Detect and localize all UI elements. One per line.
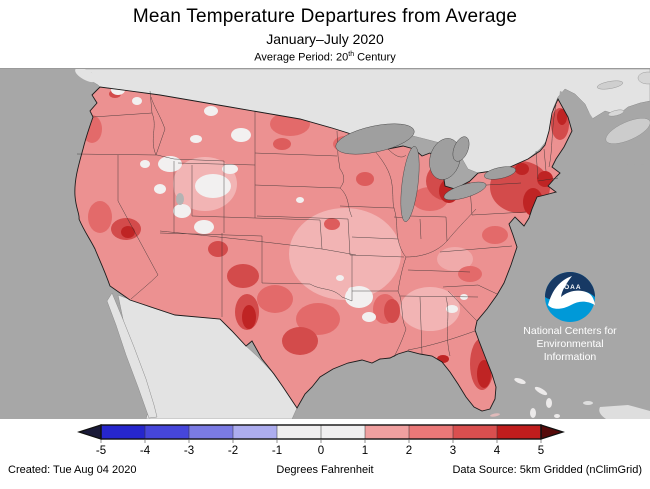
page-title: Mean Temperature Departures from Average bbox=[132, 6, 518, 27]
svg-text:0: 0 bbox=[318, 445, 324, 457]
svg-text:-4: -4 bbox=[140, 445, 151, 457]
svg-text:4: 4 bbox=[494, 445, 501, 457]
svg-text:-3: -3 bbox=[184, 445, 194, 457]
maritime-canada bbox=[596, 71, 650, 144]
us-map: NOAA National Centers for Environmental … bbox=[0, 67, 650, 420]
svg-text:Environmental: Environmental bbox=[536, 338, 603, 350]
svg-text:3: 3 bbox=[450, 445, 456, 457]
great-lakes bbox=[335, 123, 516, 222]
colorbar-frame bbox=[100, 424, 542, 440]
colorbar-tick-marks bbox=[100, 440, 542, 443]
svg-text:-1: -1 bbox=[272, 445, 282, 457]
svg-text:NOAA: NOAA bbox=[558, 284, 581, 291]
great-salt-lake bbox=[176, 193, 184, 205]
temperature-anomaly-blobs bbox=[82, 87, 569, 390]
us-outline bbox=[74, 86, 573, 412]
svg-text:Information: Information bbox=[544, 351, 597, 363]
svg-text:1: 1 bbox=[362, 445, 368, 457]
average-period-label: Average Period: 20th Century bbox=[254, 51, 396, 64]
svg-text:-2: -2 bbox=[228, 445, 238, 457]
header: Mean Temperature Departures from Average… bbox=[0, 0, 650, 64]
svg-text:-5: -5 bbox=[96, 445, 106, 457]
colorbar-segment-dividers bbox=[144, 425, 498, 439]
svg-text:5: 5 bbox=[538, 445, 544, 457]
colorbar-tick-labels: -5 -4 -3 -2 -1 0 1 2 3 4 5 bbox=[96, 445, 544, 457]
vancouver-island bbox=[75, 67, 97, 83]
svg-text:2: 2 bbox=[406, 445, 412, 457]
mexico-landmass bbox=[106, 292, 298, 420]
noaa-org-text: National Centers for Environmental Infor… bbox=[523, 325, 617, 363]
footer: Created: Tue Aug 04 2020 Degrees Fahrenh… bbox=[0, 460, 650, 484]
data-source-label: Data Source: 5km Gridded (nClimGrid) bbox=[452, 464, 642, 476]
colorbar: -5 -4 -3 -2 -1 0 1 2 3 4 5 bbox=[0, 418, 650, 458]
page-subtitle: January–July 2020 bbox=[266, 31, 384, 47]
colorbar-segments bbox=[101, 425, 541, 439]
gulf-of-st-lawrence bbox=[558, 91, 650, 165]
svg-text:National Centers for: National Centers for bbox=[523, 325, 617, 337]
created-timestamp: Created: Tue Aug 04 2020 bbox=[8, 464, 137, 476]
islands bbox=[490, 377, 650, 419]
state-borders bbox=[76, 90, 559, 358]
noaa-logo-icon: NOAA bbox=[545, 272, 595, 322]
colorbar-left-arrow bbox=[77, 424, 102, 440]
map-area: NOAA National Centers for Environmental … bbox=[0, 67, 650, 420]
units-label: Degrees Fahrenheit bbox=[276, 464, 374, 476]
colorbar-right-arrow bbox=[540, 424, 565, 440]
